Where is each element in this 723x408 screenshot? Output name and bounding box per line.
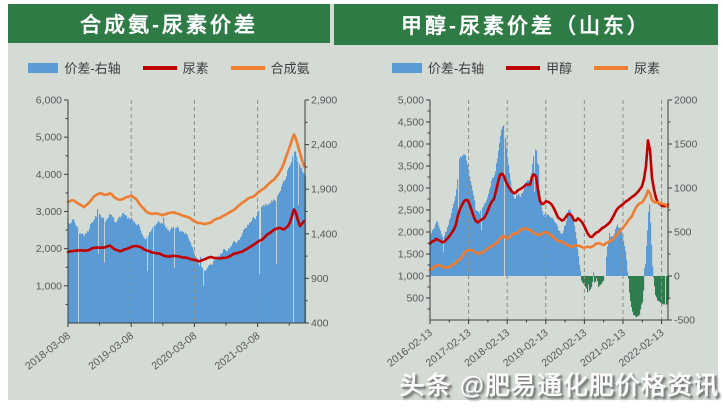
y-axis-label: 5,000 xyxy=(398,95,424,107)
left-chart-plot: 1,000 2,000 3,000 4,000 5,000 6,000 400 900 1,40… xyxy=(23,95,337,373)
line-swatch-icon xyxy=(506,65,541,70)
legend-label: 尿素 xyxy=(182,61,209,76)
legend-item-spread: 价差-右轴 xyxy=(391,58,485,77)
line-swatch-icon xyxy=(142,65,177,70)
legend-label: 尿素 xyxy=(634,61,661,76)
x-axis-label: 2020-03-08 xyxy=(150,330,200,373)
y-axis-label: 500 xyxy=(406,293,424,305)
y-axis-label: 2,500 xyxy=(398,205,424,217)
尿素-line xyxy=(428,189,670,272)
legend-label: 价差-右轴 xyxy=(427,61,485,76)
spread-bars xyxy=(430,125,670,318)
y-axis-label: 1,400 xyxy=(311,228,337,240)
y-axis-label: 6,000 xyxy=(36,95,62,107)
left-chart-title: 合成氨-尿素价差 xyxy=(80,13,258,37)
legend-label: 价差-右轴 xyxy=(64,61,121,76)
y-axis-label: 1,500 xyxy=(398,249,424,261)
left-chart-title-bar: 合成氨-尿素价差 xyxy=(8,4,330,43)
line-swatch-icon xyxy=(230,65,265,70)
y-axis-label: 3,000 xyxy=(36,206,62,218)
bar-swatch-icon xyxy=(391,62,422,73)
y-axis-label: 4,500 xyxy=(398,117,424,129)
spread-bars xyxy=(68,151,307,323)
y-axis-label: 3,500 xyxy=(398,161,424,173)
x-axis-label: 2019-03-08 xyxy=(86,330,136,373)
y-axis-label: 0 xyxy=(674,271,680,283)
line-swatch-icon xyxy=(594,65,629,70)
y-axis-label: 4,000 xyxy=(36,169,62,181)
y-axis-label: 3,000 xyxy=(398,183,424,195)
watermark: 头条 @肥易通化肥价格资讯 xyxy=(399,372,719,400)
y-axis-label: 1,900 xyxy=(311,184,337,196)
y-axis-label: 4,000 xyxy=(398,139,424,151)
bar-swatch-icon xyxy=(28,62,59,73)
legend-label: 合成氨 xyxy=(270,61,310,76)
chart-panel xyxy=(8,4,718,400)
x-axis-label: 2018-03-08 xyxy=(23,330,73,373)
right-chart-title-bar: 甲醇-尿素价差（山东） xyxy=(334,4,718,45)
y-axis-label: 2,900 xyxy=(311,95,337,107)
y-axis-label: 500 xyxy=(674,227,692,239)
y-axis-label: 900 xyxy=(311,273,329,285)
legend-item-urea: 尿素 xyxy=(594,58,660,77)
合成氨-line xyxy=(66,133,306,226)
甲醇-line xyxy=(428,139,670,245)
y-axis-label: 1500 xyxy=(674,139,698,151)
y-axis-label: 1,000 xyxy=(36,280,62,292)
x-axis-label: 2021-03-08 xyxy=(213,330,263,373)
y-axis-label: 2,000 xyxy=(36,243,62,255)
right-chart-legend: 价差-右轴 甲醇 尿素 xyxy=(334,58,718,77)
legend-item-spread: 价差-右轴 xyxy=(28,58,121,77)
y-axis-label: 400 xyxy=(311,318,329,330)
legend-item-urea: 尿素 xyxy=(142,58,209,77)
y-axis-label: 2,400 xyxy=(311,139,337,151)
y-axis-label: -500 xyxy=(674,315,695,327)
legend-label: 甲醇 xyxy=(546,61,573,76)
y-axis-label: 1000 xyxy=(674,183,698,195)
left-chart-legend: 价差-右轴 尿素 合成氨 xyxy=(8,58,330,77)
y-axis-label: 2000 xyxy=(674,95,698,107)
right-chart-title: 甲醇-尿素价差（山东） xyxy=(401,14,651,38)
legend-item-ammonia: 合成氨 xyxy=(230,58,310,77)
y-axis-label: 2,000 xyxy=(398,227,424,239)
尿素-line xyxy=(66,208,306,263)
y-axis-label: 1,000 xyxy=(398,271,424,283)
legend-item-methanol: 甲醇 xyxy=(506,58,572,77)
y-axis-label: 5,000 xyxy=(36,132,62,144)
right-chart-plot: 500 1,000 1,500 2,000 2,500 3,000 3,500 4,000 4,… xyxy=(385,95,697,370)
